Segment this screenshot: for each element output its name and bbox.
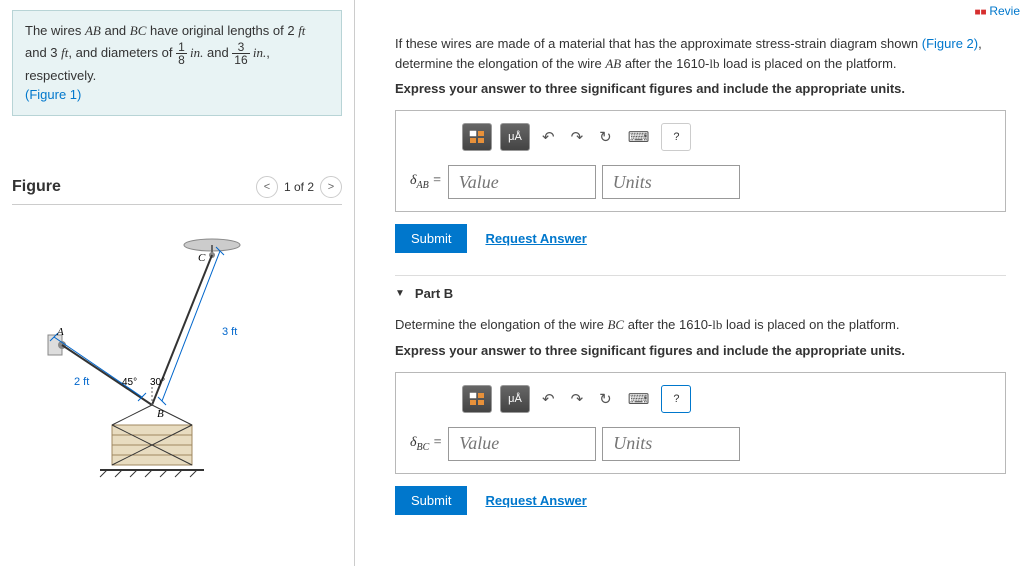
part-b-header[interactable]: Part B: [395, 286, 1006, 301]
part-b-submit-button[interactable]: Submit: [395, 486, 467, 515]
label-3ft: 3 ft: [222, 326, 237, 338]
special-char-button[interactable]: μÅ: [500, 385, 530, 413]
fraction-1-8: 18: [176, 41, 187, 66]
help-button[interactable]: ?: [661, 123, 691, 151]
part-a-instruction: Express your answer to three significant…: [395, 81, 1006, 96]
part-a-units-input[interactable]: [602, 165, 740, 199]
figure-1-link[interactable]: (Figure 1): [25, 87, 81, 102]
figure-header: Figure < 1 of 2 >: [12, 176, 342, 205]
right-panel: Revie If these wires are made of a mater…: [355, 0, 1020, 566]
keyboard-icon[interactable]: ⌨: [624, 390, 654, 408]
part-b-text: Determine the elongation of the wire BC …: [395, 315, 1006, 335]
label-c: C: [198, 252, 206, 264]
figure-2-link[interactable]: (Figure 2): [922, 36, 978, 51]
label-30: 30°: [150, 377, 165, 388]
figure-next-button[interactable]: >: [320, 176, 342, 198]
undo-icon[interactable]: ↶: [538, 128, 559, 146]
help-button[interactable]: ?: [661, 385, 691, 413]
reset-icon[interactable]: ↻: [595, 128, 616, 146]
delta-bc-label: δBC =: [410, 435, 442, 453]
delta-ab-label: δAB =: [410, 173, 442, 191]
redo-icon[interactable]: ↷: [567, 128, 588, 146]
label-45: 45°: [122, 377, 137, 388]
part-a-answer-row: δAB =: [410, 165, 991, 199]
separator: [395, 275, 1006, 276]
label-2ft: 2 ft: [74, 376, 89, 388]
var-bc: BC: [130, 23, 147, 38]
redo-icon[interactable]: ↷: [567, 390, 588, 408]
label-a: A: [56, 326, 64, 338]
figure-prev-button[interactable]: <: [256, 176, 278, 198]
template-icon[interactable]: [462, 385, 492, 413]
part-b-answer-row: δBC =: [410, 427, 991, 461]
special-char-button[interactable]: μÅ: [500, 123, 530, 151]
label-b: B: [157, 408, 164, 420]
part-b-submit-row: Submit Request Answer: [395, 486, 1006, 515]
problem-statement: The wires AB and BC have original length…: [12, 10, 342, 116]
review-link[interactable]: Revie: [974, 4, 1020, 18]
figure-nav: < 1 of 2 >: [256, 176, 342, 198]
part-b-units-input[interactable]: [602, 427, 740, 461]
part-a-submit-button[interactable]: Submit: [395, 224, 467, 253]
part-a-toolbar: μÅ ↶ ↷ ↻ ⌨ ?: [462, 123, 991, 151]
part-b-request-answer-link[interactable]: Request Answer: [485, 493, 586, 508]
part-b-answer-box: μÅ ↶ ↷ ↻ ⌨ ? δBC =: [395, 372, 1006, 474]
undo-icon[interactable]: ↶: [538, 390, 559, 408]
figure-title: Figure: [12, 178, 61, 196]
part-a-value-input[interactable]: [448, 165, 596, 199]
part-b-value-input[interactable]: [448, 427, 596, 461]
part-a-request-answer-link[interactable]: Request Answer: [485, 231, 586, 246]
problem-text: The wires: [25, 23, 85, 38]
part-a-text: If these wires are made of a material th…: [395, 34, 1006, 73]
template-icon[interactable]: [462, 123, 492, 151]
reset-icon[interactable]: ↻: [595, 390, 616, 408]
part-a-answer-box: μÅ ↶ ↷ ↻ ⌨ ? δAB =: [395, 110, 1006, 212]
part-b-toolbar: μÅ ↶ ↷ ↻ ⌨ ?: [462, 385, 991, 413]
figure-diagram: A B C 2 ft 3 ft 45° 30°: [12, 225, 322, 485]
var-ab: AB: [85, 23, 101, 38]
left-panel: The wires AB and BC have original length…: [0, 0, 355, 566]
part-a-submit-row: Submit Request Answer: [395, 224, 1006, 253]
part-b-instruction: Express your answer to three significant…: [395, 343, 1006, 358]
figure-counter: 1 of 2: [284, 180, 314, 194]
keyboard-icon[interactable]: ⌨: [624, 128, 654, 146]
fraction-3-16: 316: [232, 41, 249, 66]
